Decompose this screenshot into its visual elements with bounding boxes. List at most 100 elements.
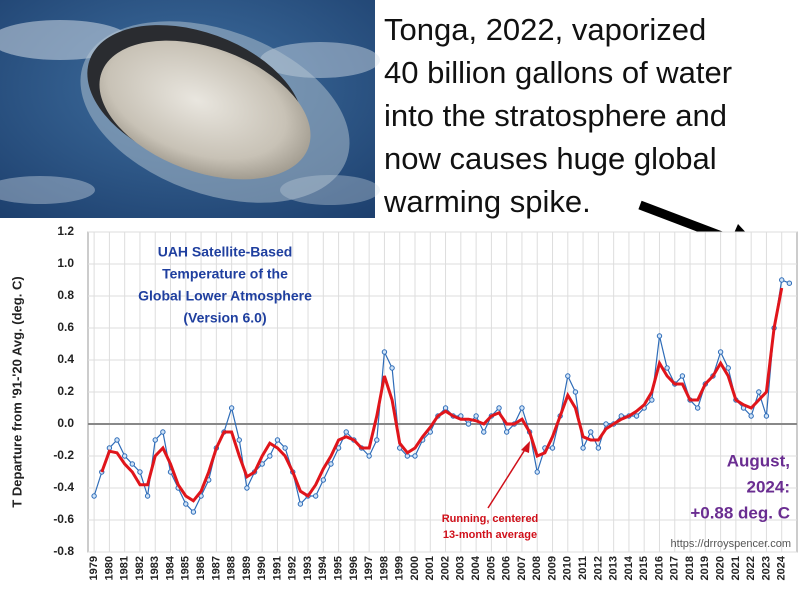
x-tick-label: 1991 (271, 556, 283, 580)
y-tick-label: 0.4 (57, 352, 74, 366)
x-tick-label: 2004 (470, 555, 482, 580)
data-point (633, 413, 640, 419)
x-tick-label: 1989 (241, 556, 253, 580)
data-point (664, 365, 670, 371)
y-tick-label: 1.2 (57, 224, 74, 238)
data-point (649, 397, 655, 403)
data-point (580, 445, 586, 451)
x-tick-label: 1983 (149, 556, 161, 580)
chart-title: Temperature of the (162, 266, 288, 282)
x-tick-label: 1992 (287, 556, 299, 580)
latest-note: August, (727, 451, 790, 470)
data-point (503, 429, 510, 435)
y-tick-label: 0.8 (57, 288, 74, 302)
y-tick-label: -0.2 (53, 448, 74, 462)
data-point (519, 405, 525, 411)
data-point (588, 429, 594, 435)
data-point (374, 437, 380, 443)
data-point (114, 437, 120, 443)
caption-line: 40 billion gallons of water (384, 55, 732, 90)
data-point (328, 461, 334, 467)
data-point (779, 277, 785, 283)
x-tick-label: 1996 (348, 556, 360, 580)
caption-line: Tonga, 2022, vaporized (384, 12, 706, 47)
data-point (160, 429, 166, 435)
x-tick-label: 2017 (669, 556, 681, 580)
data-point (656, 333, 663, 339)
data-point (549, 445, 556, 451)
x-tick-label: 1990 (256, 556, 268, 580)
data-point (129, 461, 136, 467)
data-point (137, 469, 143, 475)
x-tick-label: 2018 (684, 556, 696, 580)
caption-line: now causes huge global (384, 141, 717, 176)
x-tick-label: 2013 (608, 556, 620, 580)
y-tick-label: -0.8 (53, 544, 74, 558)
y-tick-label: -0.6 (53, 512, 74, 526)
data-point (694, 405, 701, 411)
data-point (297, 501, 304, 507)
x-tick-label: 1985 (180, 556, 192, 580)
data-point (603, 421, 609, 427)
y-tick-label: -0.4 (53, 480, 74, 494)
x-tick-label: 1986 (195, 556, 207, 580)
x-tick-label: 2020 (715, 556, 727, 580)
data-point (534, 469, 540, 475)
photo (0, 0, 380, 218)
data-point (282, 445, 288, 451)
caption: Tonga, 2022, vaporized 40 billion gallon… (383, 12, 732, 219)
running-note: Running, centered (442, 513, 539, 525)
data-point (91, 493, 97, 499)
x-tick-label: 1994 (317, 555, 329, 580)
x-tick-label: 1997 (363, 556, 375, 580)
x-tick-label: 2015 (638, 556, 650, 580)
data-point (679, 373, 686, 379)
x-tick-label: 2001 (424, 556, 436, 580)
data-point (412, 453, 418, 459)
latest-note: 2024: (747, 477, 790, 496)
x-tick-label: 1993 (302, 556, 314, 580)
latest-note: +0.88 deg. C (690, 503, 790, 522)
chart-title: (Version 6.0) (183, 310, 266, 326)
x-tick-label: 1981 (119, 556, 131, 580)
x-tick-label: 2007 (516, 556, 528, 580)
data-point (725, 365, 731, 371)
x-tick-label: 1980 (103, 556, 115, 580)
data-point (473, 413, 479, 419)
data-point (481, 429, 487, 435)
caption-line: warming spike. (383, 184, 591, 219)
chart-title: UAH Satellite-Based (158, 244, 293, 260)
running-note: 13-month average (443, 529, 537, 541)
data-point (228, 405, 235, 411)
y-tick-label: 0.6 (57, 320, 74, 334)
x-tick-label: 1998 (378, 556, 390, 580)
series-line (100, 287, 784, 503)
data-point (717, 349, 724, 355)
data-point (152, 437, 158, 443)
x-tick-label: 2011 (577, 556, 589, 580)
data-point (144, 493, 151, 499)
data-point (366, 453, 372, 459)
x-tick-label: 2016 (653, 556, 665, 580)
x-tick-label: 2010 (562, 556, 574, 580)
data-point (343, 429, 349, 435)
x-tick-label: 1982 (134, 556, 146, 580)
x-tick-label: 2000 (409, 556, 421, 580)
data-point (565, 373, 571, 379)
x-tick-label: 2002 (439, 556, 451, 580)
data-point (572, 389, 579, 395)
data-point (465, 421, 472, 427)
x-tick-label: 2003 (455, 556, 467, 580)
x-tick-label: 2024 (776, 555, 788, 580)
data-point (312, 493, 319, 499)
x-tick-label: 2014 (623, 555, 635, 580)
x-tick-label: 2005 (485, 556, 497, 580)
x-tick-label: 1979 (88, 556, 100, 580)
x-tick-label: 2019 (699, 556, 711, 580)
x-tick-label: 2009 (546, 556, 558, 580)
y-tick-label: 0.0 (57, 416, 74, 430)
data-point (389, 365, 395, 371)
caption-line: into the stratosphere and (384, 98, 727, 133)
data-point (320, 477, 327, 483)
